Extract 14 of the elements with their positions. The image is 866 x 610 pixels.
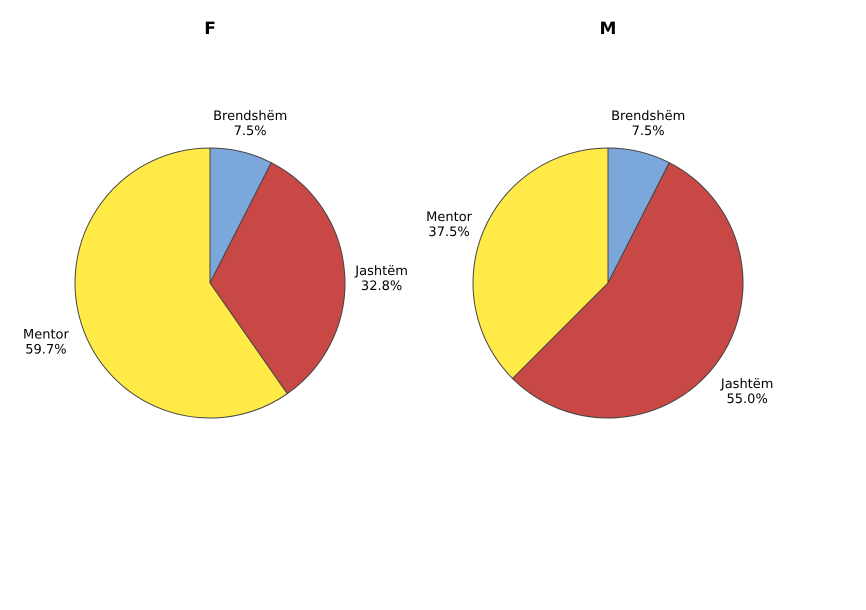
slice-label: Jashtëm	[354, 264, 408, 280]
slice-label: Mentor	[426, 210, 473, 226]
data-label: 55.0%	[726, 392, 768, 408]
slice-label: Mentor	[22, 328, 70, 343]
slice-label: Jashtëm	[720, 377, 774, 392]
chart-title: M	[600, 19, 616, 39]
data-label: 32.8%	[360, 279, 402, 294]
chart-title: F	[204, 19, 216, 39]
data-label: 59.7%	[25, 342, 67, 358]
data-label: 7.5%	[632, 124, 665, 139]
data-label: 37.5%	[428, 225, 470, 240]
data-label: 7.5%	[234, 124, 267, 139]
slice-label: Brendshëm	[611, 108, 686, 124]
slice-label: Brendshëm	[213, 108, 288, 124]
